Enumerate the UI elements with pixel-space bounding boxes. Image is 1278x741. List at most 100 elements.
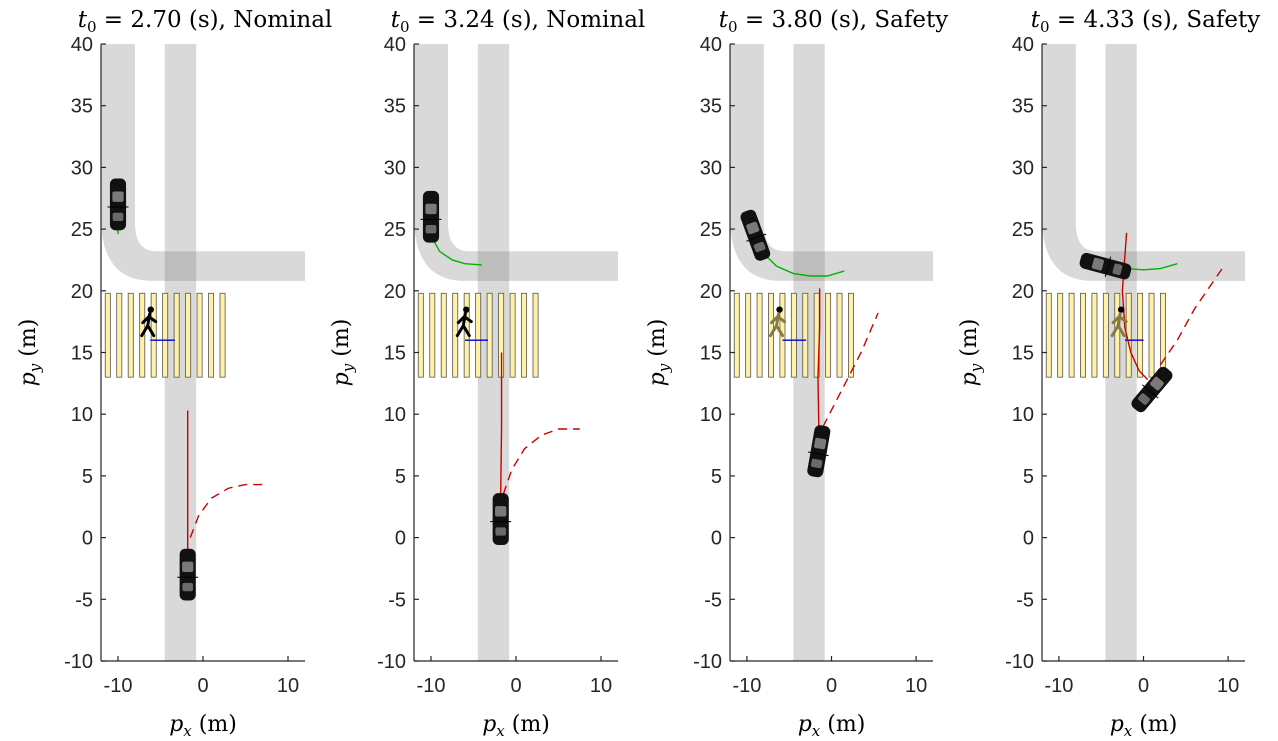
crosswalk-stripe [219, 292, 226, 378]
ego-predicted-path [822, 312, 879, 427]
pedestrian-body [1110, 312, 1128, 338]
ego-car-body [179, 548, 196, 601]
y-tick-label: 30 [384, 157, 406, 179]
y-tick-label: 40 [71, 34, 93, 56]
vertical-road [1105, 44, 1137, 661]
ego-planned-path [500, 352, 503, 495]
crosswalk-stripe [1057, 292, 1064, 378]
ego-car-body [492, 493, 509, 546]
ego-car-rear-window [182, 582, 194, 592]
other-car-rear-window [112, 212, 124, 222]
y-tick-label: 5 [711, 466, 722, 488]
x-tick-label: 0 [826, 675, 837, 697]
y-tick-label: -5 [1016, 589, 1034, 611]
scene [101, 44, 305, 661]
curved-road [414, 44, 487, 281]
x-tick-label: -10 [104, 675, 133, 697]
y-tick-label: 25 [1012, 219, 1034, 241]
crosswalk-stripe [802, 292, 809, 378]
other-car-body [422, 190, 440, 243]
other-car-mirrors [1104, 256, 1112, 278]
crosswalk-stripe [127, 292, 134, 378]
other-car-rear-window [425, 225, 437, 234]
y-tick-label: 10 [700, 404, 722, 426]
crosswalk-stripe [429, 292, 436, 378]
ego-car-windshield [495, 506, 507, 517]
horizontal-road [1113, 251, 1245, 281]
y-tick-label: 20 [1012, 281, 1034, 303]
curved-road [1042, 44, 1114, 281]
x-tick-label: -10 [732, 675, 761, 697]
ego-planned-path [1121, 232, 1149, 381]
vertical-road [793, 44, 825, 661]
other-car-rear-window [753, 241, 766, 253]
pedestrian-icon [769, 306, 787, 338]
ego-predicted-path [1159, 265, 1225, 366]
panel-title: t0 = 3.80 (s), Safety [719, 7, 948, 36]
y-tick-label: 10 [384, 404, 406, 426]
crosswalk-stripe [208, 292, 215, 378]
crosswalk-stripe [509, 292, 516, 378]
y-tick-label: 30 [1012, 157, 1034, 179]
x-axis-label: px (m) [482, 712, 550, 740]
y-axis-label: py (m) [16, 319, 44, 387]
pedestrian-head [1117, 306, 1125, 313]
panel-title: t0 = 4.33 (s), Safety [1031, 7, 1260, 36]
other-car-predicted-path [763, 253, 845, 277]
crosswalk-stripe [1148, 292, 1155, 378]
other-car-windshield [1091, 257, 1104, 271]
crosswalk-stripe [1102, 292, 1109, 378]
intersection [477, 251, 510, 281]
y-tick-label: 25 [384, 219, 406, 241]
crosswalk-stripe [745, 292, 752, 378]
y-tick-label: 30 [71, 157, 93, 179]
crosswalk-stripe [486, 292, 493, 378]
x-tick-label: 10 [1217, 675, 1239, 697]
other-car-predicted-path [430, 234, 483, 266]
y-tick-label: 15 [384, 343, 406, 365]
y-tick-label: 35 [384, 96, 406, 118]
y-tick-label: -5 [75, 589, 93, 611]
scene [1042, 44, 1245, 661]
ego-car-rear-window [1138, 393, 1150, 405]
y-tick-label: 35 [71, 96, 93, 118]
x-axis-label: px (m) [1110, 712, 1178, 740]
y-tick-label: 25 [700, 219, 722, 241]
y-tick-label: 20 [384, 281, 406, 303]
horizontal-road [486, 251, 618, 281]
ego-predicted-path [189, 483, 263, 538]
crosswalk-stripe [1068, 292, 1075, 378]
x-tick-label: 0 [197, 675, 208, 697]
y-tick-label: 10 [1012, 404, 1034, 426]
crosswalk-stripe [185, 292, 192, 378]
ego-car-rear-window [495, 527, 507, 536]
x-axis-label: px (m) [798, 712, 866, 740]
ego-car-rear-window [811, 458, 823, 469]
y-tick-label: 40 [700, 34, 722, 56]
y-tick-label: -5 [704, 589, 722, 611]
y-tick-label: -10 [1005, 651, 1034, 673]
other-car-mirrors [746, 233, 767, 242]
crosswalk-stripe [836, 292, 843, 378]
pedestrian-icon [455, 306, 473, 338]
y-tick-label: 0 [711, 528, 722, 550]
crosswalk-stripe [440, 292, 447, 378]
y-tick-label: 5 [395, 466, 406, 488]
other-car [420, 190, 442, 243]
y-tick-label: 0 [82, 528, 93, 550]
pedestrian-body [769, 312, 787, 338]
crosswalk-stripe [196, 292, 203, 378]
other-car-rear-window [1112, 263, 1123, 276]
panel-2: -10 -5 0 5 10 15 20 25 30 35 40 -10 0 10 t0 = 3.24 (s)… [329, 7, 645, 740]
ego-car-windshield [814, 437, 827, 450]
y-tick-label: 40 [1012, 34, 1034, 56]
ego-car [1131, 366, 1173, 413]
other-car-windshield [112, 191, 124, 202]
crosswalk-stripe [116, 292, 123, 378]
crosswalk-stripe [104, 292, 111, 378]
crosswalk-stripe [532, 292, 539, 378]
vertical-road [477, 44, 510, 661]
x-tick-label: -10 [1044, 675, 1073, 697]
x-axis-label: px (m) [169, 712, 237, 740]
ego-car-windshield [1150, 376, 1164, 391]
